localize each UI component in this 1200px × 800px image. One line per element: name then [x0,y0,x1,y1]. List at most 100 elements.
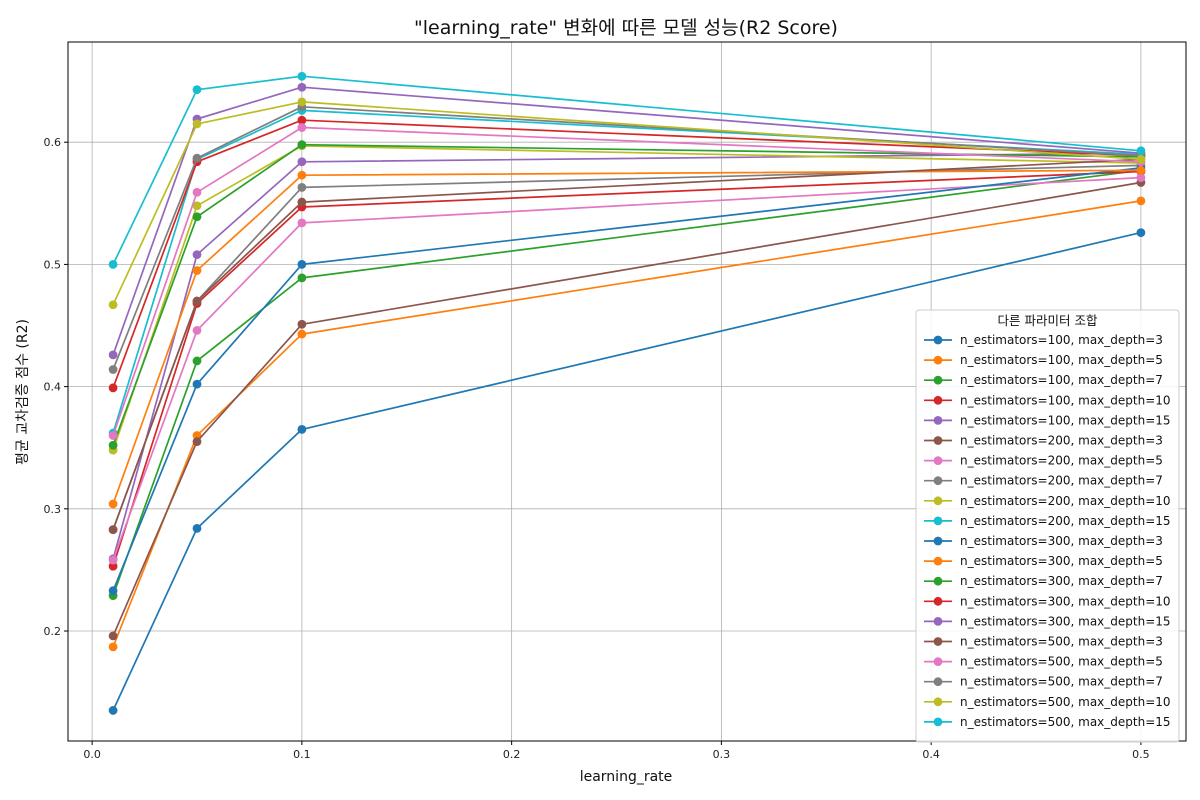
legend-item: n_estimators=100, max_depth=5 [924,353,1163,367]
legend: 다른 파라미터 조합 n_estimators=100, max_depth=3… [915,309,1180,743]
data-point [297,218,307,228]
data-point [192,379,202,389]
legend-swatch-marker [933,536,943,546]
series-line [112,158,1141,530]
legend-swatch-marker [933,476,943,486]
legend-label: n_estimators=200, max_depth=5 [960,454,1163,468]
x-axis-title: learning_rate [580,769,673,785]
data-point [192,201,202,211]
series-line [112,167,1141,592]
data-point [192,523,202,533]
series-line [112,119,1141,389]
legend-swatch-marker [933,697,943,707]
data-point [108,499,118,509]
legend-swatch-marker [933,456,943,465]
y-tick-label: 0.4 [44,381,62,394]
legend-label: n_estimators=500, max_depth=15 [960,715,1171,729]
legend-label: n_estimators=100, max_depth=10 [960,393,1171,407]
legend-swatch-marker [933,496,943,506]
x-tick-label: 0.2 [503,748,521,761]
data-point [1136,154,1146,164]
series-line [112,145,1141,451]
legend-item: n_estimators=500, max_depth=5 [924,655,1163,669]
series-line [112,143,1141,446]
data-point [297,157,307,167]
data-point [1136,165,1146,175]
data-point [192,212,202,222]
legend-item: n_estimators=200, max_depth=15 [924,514,1171,528]
legend-label: n_estimators=200, max_depth=7 [960,474,1163,488]
series-5 [108,178,1146,641]
legend-label: n_estimators=500, max_depth=5 [960,655,1163,669]
legend-item: n_estimators=100, max_depth=7 [924,373,1163,387]
legend-item: n_estimators=300, max_depth=10 [924,594,1171,608]
series-19 [108,71,1146,269]
data-point [1136,173,1146,183]
legend-item: n_estimators=500, max_depth=7 [924,675,1163,689]
legend-swatch-marker [933,375,943,385]
plot-frame [67,41,1187,742]
legend-label: n_estimators=100, max_depth=5 [960,353,1163,367]
legend-item: n_estimators=100, max_depth=10 [924,393,1171,407]
legend-label: n_estimators=300, max_depth=5 [960,554,1163,568]
series-line [112,109,1141,434]
legend-item: n_estimators=100, max_depth=15 [924,413,1171,427]
x-tick-label: 0.4 [922,748,940,761]
legend-label: n_estimators=200, max_depth=10 [960,494,1171,508]
y-tick-label: 0.2 [44,625,62,638]
series-group [108,71,1146,715]
y-tick-label: 0.5 [44,258,62,271]
legend-item: n_estimators=200, max_depth=7 [924,474,1163,488]
data-point [1136,146,1146,156]
legend-swatch-marker [933,596,943,606]
series-line [112,126,1141,436]
data-point [297,71,307,81]
legend-label: n_estimators=300, max_depth=10 [960,594,1171,608]
legend-swatch-marker [933,657,943,666]
data-point [108,365,118,374]
data-point [192,153,202,163]
chart-title: "learning_rate" 변화에 따른 모델 성능(R2 Score) [414,17,838,39]
legend-swatch-marker [933,556,943,566]
data-point [192,296,202,306]
legend-label: n_estimators=300, max_depth=7 [960,574,1163,588]
legend-item: n_estimators=100, max_depth=3 [924,333,1163,347]
series-line [112,86,1141,356]
legend-swatch-marker [933,677,943,687]
data-point [297,260,307,269]
legend-item: n_estimators=500, max_depth=15 [924,715,1171,729]
series-6 [108,173,1146,565]
data-point [108,431,118,440]
series-line [112,176,1141,561]
series-line [112,152,1141,560]
y-tick-label: 0.3 [44,503,62,516]
series-15 [108,154,1146,534]
legend-item: n_estimators=500, max_depth=3 [924,635,1163,649]
data-point [108,631,118,641]
series-line [112,181,1142,637]
data-point [192,437,202,447]
legend-label: n_estimators=500, max_depth=10 [960,695,1171,709]
data-point [108,383,118,393]
data-point [108,350,118,360]
data-point [192,85,202,95]
data-point [192,325,202,335]
data-point [108,260,118,269]
legend-item: n_estimators=200, max_depth=10 [924,494,1171,508]
data-point [192,356,202,366]
data-point [192,187,202,197]
data-point [297,273,307,283]
legend-item: n_estimators=500, max_depth=10 [924,695,1171,709]
x-tick-label: 0.5 [1132,748,1150,761]
legend-swatch-marker [933,717,943,727]
x-tick-label: 0.0 [83,748,101,761]
legend-item: n_estimators=300, max_depth=15 [924,614,1171,628]
legend-box [915,309,1180,743]
data-point [108,586,118,596]
legend-swatch-marker [933,416,943,425]
legend-label: n_estimators=500, max_depth=7 [960,675,1163,689]
data-point [192,119,202,129]
legend-swatch-marker [933,617,943,626]
data-point [108,555,118,565]
